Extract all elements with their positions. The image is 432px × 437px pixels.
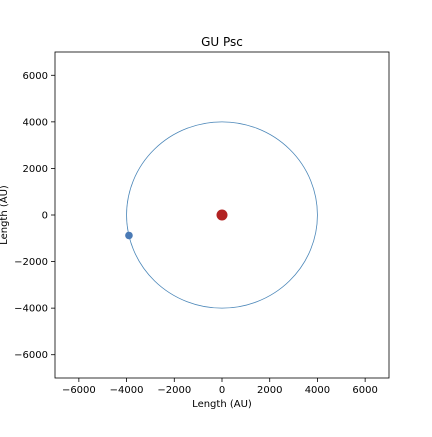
x-tick-label: −6000: [62, 385, 96, 396]
x-tick-label: 2000: [257, 385, 282, 396]
y-tick-label: 6000: [23, 71, 48, 82]
y-tick-label: 2000: [23, 164, 48, 175]
y-axis-label: Length (AU): [0, 185, 10, 245]
plot-area: [125, 121, 318, 309]
x-tick-label: 6000: [352, 385, 377, 396]
chart-title: GU Psc: [201, 35, 243, 49]
x-axis: −6000 −4000 −2000 0 2000 4000 6000: [62, 378, 378, 396]
orbit-path: [126, 121, 318, 309]
y-tick-label: −4000: [14, 304, 48, 315]
x-axis-label: Length (AU): [192, 399, 252, 410]
host-star-point: [216, 209, 228, 221]
companion-point: [125, 231, 133, 240]
y-tick-label: −6000: [14, 350, 48, 361]
y-tick-label: 0: [42, 211, 48, 222]
y-tick-label: 4000: [23, 117, 48, 128]
x-tick-label: −4000: [110, 385, 144, 396]
x-tick-label: 0: [219, 385, 225, 396]
y-tick-label: −2000: [14, 257, 48, 268]
y-axis: −6000 −4000 −2000 0 2000 4000 6000: [14, 71, 55, 361]
x-tick-label: 4000: [305, 385, 330, 396]
x-tick-label: −2000: [157, 385, 191, 396]
